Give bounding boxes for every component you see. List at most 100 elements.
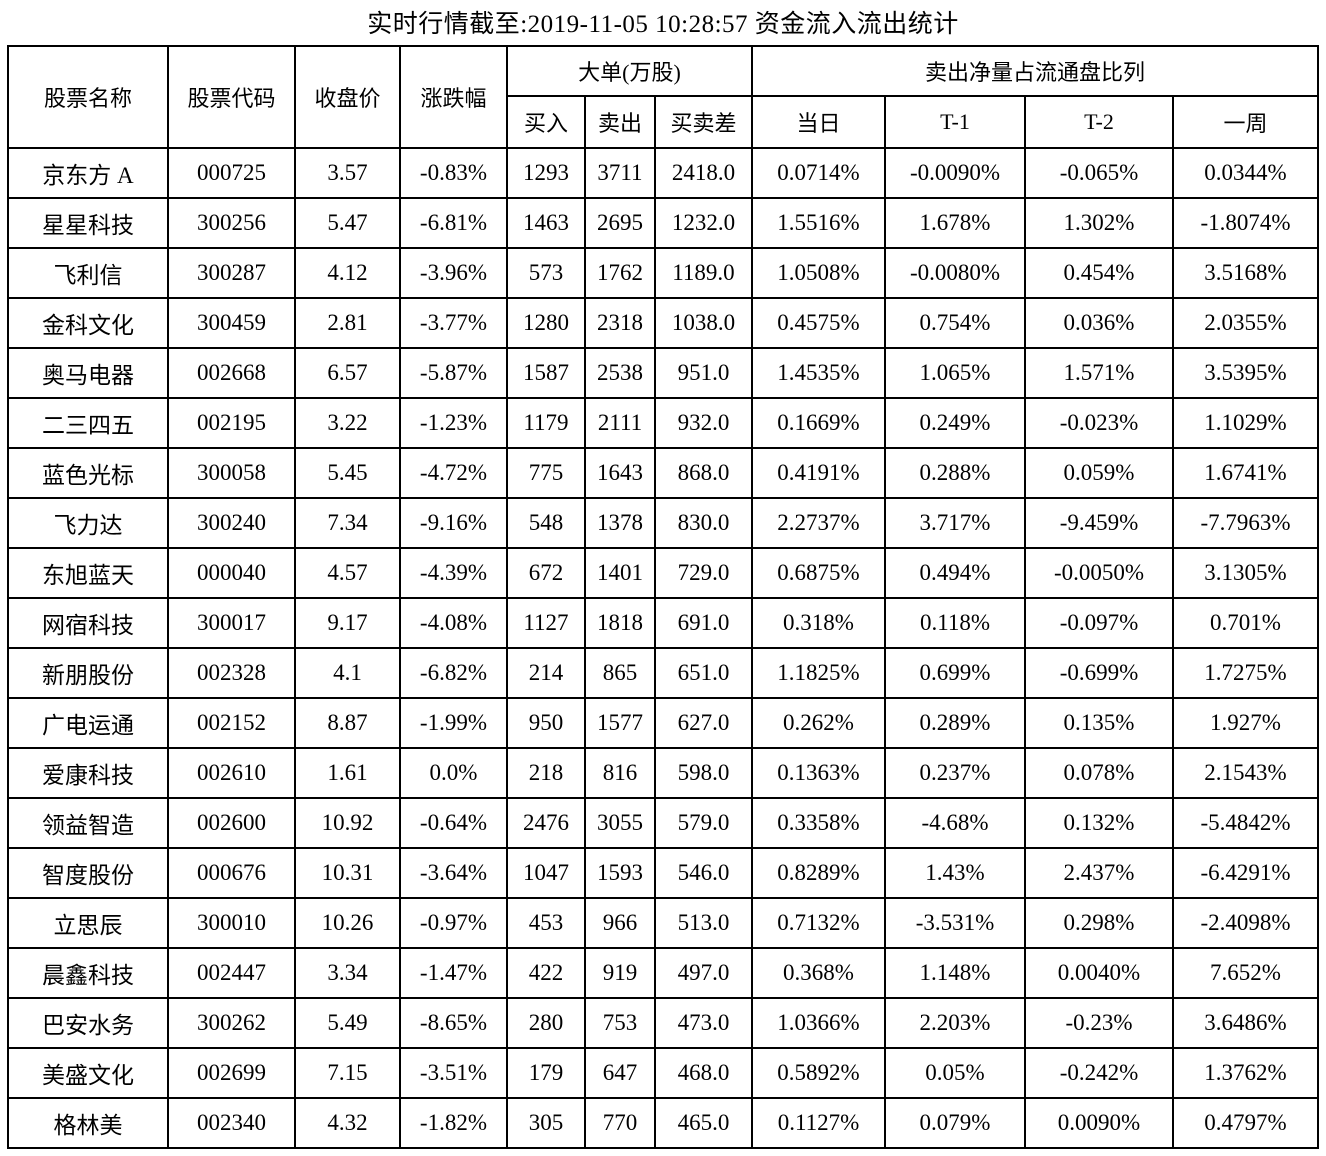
- cell-net-sell-today: 0.1127%: [751, 1097, 886, 1149]
- cell-big-order-buy: 218: [505, 747, 586, 799]
- cell-big-order-buy: 1127: [505, 597, 586, 649]
- col-header-change-pct: 涨跌幅: [398, 45, 508, 149]
- cell-buy-sell-diff: 546.0: [653, 847, 754, 899]
- cell-change-pct: -0.83%: [398, 147, 508, 199]
- cell-stock-name: 智度股份: [6, 847, 169, 899]
- cell-big-order-sell: 1762: [583, 247, 656, 299]
- cell-big-order-sell: 770: [583, 1097, 656, 1149]
- cell-net-sell-t-1: -4.68%: [884, 797, 1026, 849]
- group-header-big-order: 大单(万股): [505, 45, 754, 97]
- table-row: 巴安水务 300262 5.49 -8.65% 280 753 473.0 1.0366% 2.…: [6, 997, 1320, 1049]
- cell-buy-sell-diff: 1232.0: [653, 197, 754, 249]
- cell-net-sell-today: 0.4575%: [751, 297, 886, 349]
- cell-stock-code: 300459: [166, 297, 296, 349]
- cell-net-sell-t-1: -3.531%: [884, 897, 1026, 949]
- header-row-subcolumns: 买入 卖出 买卖差 当日 T-1 T-2 一周: [8, 95, 1320, 149]
- table-row: 东旭蓝天 000040 4.57 -4.39% 672 1401 729.0 0.6875% 0…: [6, 547, 1320, 599]
- cell-stock-name: 东旭蓝天: [6, 547, 169, 599]
- table-row: 蓝色光标 300058 5.45 -4.72% 775 1643 868.0 0.4191% 0…: [6, 447, 1320, 499]
- cell-change-pct: -1.82%: [398, 1097, 508, 1149]
- cell-net-sell-today: 0.7132%: [751, 897, 886, 949]
- cell-big-order-sell: 2695: [583, 197, 656, 249]
- table-row: 金科文化 300459 2.81 -3.77% 1280 2318 1038.0 0.4575…: [6, 297, 1320, 349]
- cell-net-sell-t-2: -0.097%: [1024, 597, 1174, 649]
- cell-net-sell-t-2: 0.454%: [1024, 247, 1174, 299]
- cell-net-sell-t-1: 0.05%: [884, 1047, 1026, 1099]
- cell-buy-sell-diff: 627.0: [653, 697, 754, 749]
- cell-big-order-buy: 1280: [505, 297, 586, 349]
- cell-big-order-sell: 816: [583, 747, 656, 799]
- cell-net-sell-t-1: 0.699%: [884, 647, 1026, 699]
- cell-net-sell-t-2: 0.298%: [1024, 897, 1174, 949]
- cell-net-sell-t-2: 0.078%: [1024, 747, 1174, 799]
- cell-close-price: 10.26: [293, 897, 401, 949]
- cell-net-sell-t-2: 0.036%: [1024, 297, 1174, 349]
- cell-stock-name: 网宿科技: [6, 597, 169, 649]
- cell-close-price: 3.22: [293, 397, 401, 449]
- col-header-buy-sell-diff: 买卖差: [653, 95, 754, 149]
- table-row: 京东方 A 000725 3.57 -0.83% 1293 3711 2418.0 0.071…: [6, 147, 1320, 199]
- cell-close-price: 3.34: [293, 947, 401, 999]
- cell-net-sell-t-2: 1.571%: [1024, 347, 1174, 399]
- cell-net-sell-t-1: 0.494%: [884, 547, 1026, 599]
- cell-stock-code: 002610: [166, 747, 296, 799]
- cell-buy-sell-diff: 830.0: [653, 497, 754, 549]
- cell-big-order-buy: 214: [505, 647, 586, 699]
- cell-big-order-sell: 966: [583, 897, 656, 949]
- cell-net-sell-t-1: 0.289%: [884, 697, 1026, 749]
- cell-net-sell-t-2: 1.302%: [1024, 197, 1174, 249]
- cell-buy-sell-diff: 468.0: [653, 1047, 754, 1099]
- cell-big-order-buy: 2476: [505, 797, 586, 849]
- cell-change-pct: -5.87%: [398, 347, 508, 399]
- cell-net-sell-week: 3.1305%: [1171, 547, 1320, 599]
- cell-net-sell-t-1: 2.203%: [884, 997, 1026, 1049]
- col-header-stock-name: 股票名称: [6, 45, 169, 149]
- cell-net-sell-t-2: 2.437%: [1024, 847, 1174, 899]
- col-header-t-1: T-1: [884, 95, 1026, 149]
- cell-big-order-sell: 2318: [583, 297, 656, 349]
- cell-close-price: 3.57: [293, 147, 401, 199]
- cell-stock-name: 晨鑫科技: [6, 947, 169, 999]
- cell-stock-code: 002328: [166, 647, 296, 699]
- cell-net-sell-today: 1.5516%: [751, 197, 886, 249]
- cell-stock-code: 300058: [166, 447, 296, 499]
- cell-buy-sell-diff: 2418.0: [653, 147, 754, 199]
- table-row: 星星科技 300256 5.47 -6.81% 1463 2695 1232.0 1.5516…: [6, 197, 1320, 249]
- cell-change-pct: -6.82%: [398, 647, 508, 699]
- cell-big-order-sell: 919: [583, 947, 656, 999]
- cell-net-sell-t-1: -0.0080%: [884, 247, 1026, 299]
- cell-close-price: 10.92: [293, 797, 401, 849]
- cell-change-pct: -3.64%: [398, 847, 508, 899]
- col-header-t-2: T-2: [1024, 95, 1174, 149]
- cell-close-price: 4.57: [293, 547, 401, 599]
- cell-big-order-buy: 422: [505, 947, 586, 999]
- cell-stock-code: 002152: [166, 697, 296, 749]
- cell-net-sell-t-2: -0.242%: [1024, 1047, 1174, 1099]
- cell-close-price: 4.12: [293, 247, 401, 299]
- table-row: 爱康科技 002610 1.61 0.0% 218 816 598.0 0.1363% 0.23…: [6, 747, 1320, 799]
- cell-net-sell-week: 0.0344%: [1171, 147, 1320, 199]
- cell-buy-sell-diff: 513.0: [653, 897, 754, 949]
- cell-big-order-sell: 1818: [583, 597, 656, 649]
- cell-net-sell-week: 1.1029%: [1171, 397, 1320, 449]
- cell-buy-sell-diff: 1038.0: [653, 297, 754, 349]
- cell-net-sell-week: -2.4098%: [1171, 897, 1320, 949]
- cell-change-pct: -6.81%: [398, 197, 508, 249]
- table-row: 立思辰 300010 10.26 -0.97% 453 966 513.0 0.7132% -3…: [6, 897, 1320, 949]
- cell-stock-code: 002668: [166, 347, 296, 399]
- cell-big-order-buy: 1047: [505, 847, 586, 899]
- cell-stock-name: 美盛文化: [6, 1047, 169, 1099]
- cell-buy-sell-diff: 598.0: [653, 747, 754, 799]
- cell-net-sell-today: 0.5892%: [751, 1047, 886, 1099]
- cell-big-order-buy: 950: [505, 697, 586, 749]
- cell-net-sell-week: -6.4291%: [1171, 847, 1320, 899]
- cell-buy-sell-diff: 497.0: [653, 947, 754, 999]
- table-body: 京东方 A 000725 3.57 -0.83% 1293 3711 2418.0 0.071…: [6, 147, 1320, 1149]
- cell-big-order-buy: 1179: [505, 397, 586, 449]
- cell-net-sell-week: 3.5168%: [1171, 247, 1320, 299]
- cell-net-sell-week: 1.927%: [1171, 697, 1320, 749]
- cell-net-sell-today: 0.262%: [751, 697, 886, 749]
- cell-big-order-buy: 775: [505, 447, 586, 499]
- cell-big-order-buy: 1587: [505, 347, 586, 399]
